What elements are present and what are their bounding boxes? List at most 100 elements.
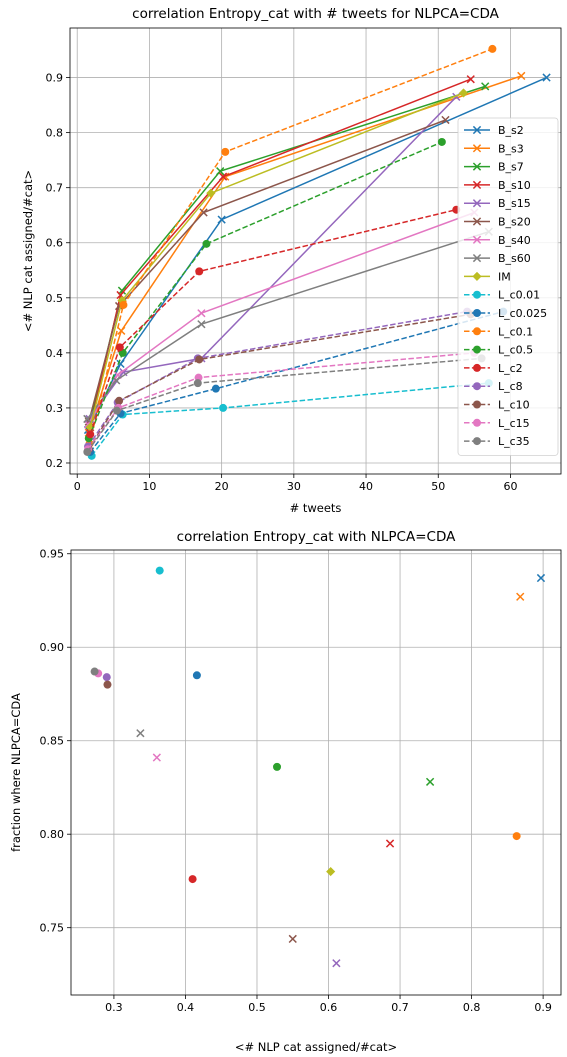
- data-point-l-c2: [115, 343, 124, 352]
- series-line-b-s3: [88, 75, 522, 433]
- legend-marker-b-s15: [472, 199, 482, 208]
- y-tick-label: 0.95: [40, 548, 65, 561]
- legend-label-l-c0-025: L_c0.025: [498, 307, 547, 320]
- series-l-c0-01: [87, 379, 493, 460]
- series-line-l-c0-1: [88, 48, 493, 444]
- legend-marker-l-c15: [473, 418, 481, 427]
- data-point-b-s20: [199, 208, 208, 217]
- data-point-l-c0-5: [202, 239, 211, 248]
- series-line-l-c10: [88, 313, 471, 450]
- data-point-l-c10: [195, 355, 204, 364]
- x-tick-label: 0.7: [391, 1001, 409, 1014]
- data-point-b-s7: [481, 82, 490, 91]
- y-tick-label: 0.85: [40, 735, 65, 748]
- legend-marker-l-c2: [473, 363, 481, 372]
- y-tick-label: 0.7: [46, 182, 64, 195]
- x-tick-label: 0.6: [320, 1001, 338, 1014]
- legend-label-l-c0-5: L_c0.5: [498, 344, 533, 357]
- legend-marker-b-s10: [472, 180, 482, 190]
- data-point-l-c0-025: [192, 671, 201, 680]
- legend-marker-l-c0-1: [473, 327, 481, 336]
- series-line-b-s7: [88, 85, 486, 425]
- data-point-b-s7: [425, 777, 435, 786]
- legend-label-im: IM: [498, 270, 511, 283]
- y-tick-label: 0.9: [46, 72, 64, 85]
- series-line-l-c0-01: [91, 382, 489, 457]
- series-b-s10: [86, 75, 475, 432]
- legend-marker-b-s40: [472, 235, 482, 244]
- legend-label-b-s15: B_s15: [498, 197, 531, 210]
- legend-label-b-s40: B_s40: [498, 234, 531, 247]
- legend-label-l-c35: L_c35: [498, 435, 530, 448]
- data-point-b-s2: [217, 215, 226, 224]
- series-b-s40: [83, 208, 479, 429]
- data-point-l-c2: [188, 875, 197, 884]
- data-point-l-c8: [102, 673, 111, 682]
- legend-marker-b-s7: [472, 162, 482, 171]
- data-point-l-c0-5: [437, 137, 446, 146]
- series-b-s7: [85, 82, 490, 429]
- data-point-l-c35: [90, 667, 99, 676]
- y-tick-label: 0.90: [40, 641, 65, 654]
- data-point-l-c35: [112, 406, 121, 415]
- data-point-b-s10: [466, 75, 475, 84]
- legend-marker-l-c35: [473, 437, 481, 446]
- data-point-b-s60: [83, 414, 92, 424]
- data-point-b-s2: [536, 573, 546, 583]
- chart-title: correlation Entropy_cat with # tweets fo…: [132, 6, 499, 22]
- y-axis-label: <# NLP cat assigned/#cat>: [21, 170, 35, 332]
- legend-label-b-s10: B_s10: [498, 179, 531, 192]
- y-tick-label: 0.3: [46, 402, 64, 415]
- x-tick-label: 0: [74, 480, 81, 493]
- legend-label-b-s20: B_s20: [498, 216, 531, 229]
- data-point-l-c0-1: [512, 832, 521, 841]
- legend-label-b-s2: B_s2: [498, 124, 524, 137]
- data-point-b-s2: [542, 73, 551, 82]
- data-point-b-s3: [517, 71, 526, 81]
- data-point-b-s40: [152, 753, 161, 762]
- y-tick-label: 0.4: [46, 347, 64, 360]
- legend-marker-b-s60: [472, 253, 482, 263]
- legend-label-l-c10: L_c10: [498, 399, 530, 412]
- series-line-l-c35: [86, 357, 482, 453]
- legend-label-l-c0-1: L_c0.1: [498, 325, 533, 338]
- data-point-b-s2: [116, 359, 125, 369]
- series-line-im: [89, 92, 464, 428]
- legend: B_s2 B_s3 B_s7 B_s10 B_s15 B_s20 B_s40 B_s60 IM L…: [457, 117, 559, 456]
- data-point-b-s60: [136, 729, 145, 738]
- y-tick-label: 0.2: [46, 457, 64, 470]
- data-point-l-c10: [103, 680, 112, 689]
- data-point-b-s10: [218, 172, 228, 181]
- data-point-l-c0-1: [119, 300, 128, 309]
- legend-marker-im: [472, 271, 482, 282]
- data-point-b-s10: [385, 839, 395, 848]
- chart-nlpca-correlation: 0.3 0.4 0.5 0.6 0.7 0.8 0.9 0.75 0.80 0.85 0.90 0.9…: [9, 529, 562, 1054]
- legend-marker-b-s3: [472, 144, 482, 153]
- legend-label-l-c0-01: L_c0.01: [498, 289, 540, 302]
- series-line-b-s40: [87, 211, 475, 425]
- data-point-b-s60: [112, 376, 121, 385]
- legend-box: [457, 117, 559, 456]
- data-point-b-s20: [441, 115, 450, 125]
- y-tick-label: 0.6: [46, 237, 64, 250]
- chart-tweets-correlation: 0 10 20 30 40 50 60 0.2 0.3 0.4 0.5 0.6 0.7 0.8 0.9 B_s…: [21, 6, 562, 515]
- data-point-l-c35: [83, 447, 92, 456]
- chart-title: correlation Entropy_cat with NLPCA=CDA: [177, 529, 456, 545]
- data-point-l-c0-1: [488, 44, 497, 53]
- legend-label-b-s7: B_s7: [498, 161, 524, 174]
- series-l-c8: [84, 307, 472, 451]
- y-tick-label: 0.80: [40, 828, 65, 841]
- y-tick-label: 0.8: [46, 127, 64, 140]
- legend-label-b-s60: B_s60: [498, 252, 531, 265]
- data-point-l-c0-01: [155, 566, 164, 575]
- y-tick-label: 0.75: [40, 922, 65, 935]
- data-point-b-s3: [117, 326, 126, 335]
- legend-label-l-c2: L_c2: [498, 362, 523, 375]
- data-point-l-c0-025: [211, 384, 220, 393]
- data-point-b-s20: [288, 934, 297, 944]
- series-b-s60: [83, 227, 493, 424]
- x-tick-label: 60: [503, 480, 517, 493]
- series-line-l-c8: [87, 310, 468, 447]
- data-point-im: [326, 866, 336, 877]
- x-axis-label: # tweets: [290, 501, 342, 515]
